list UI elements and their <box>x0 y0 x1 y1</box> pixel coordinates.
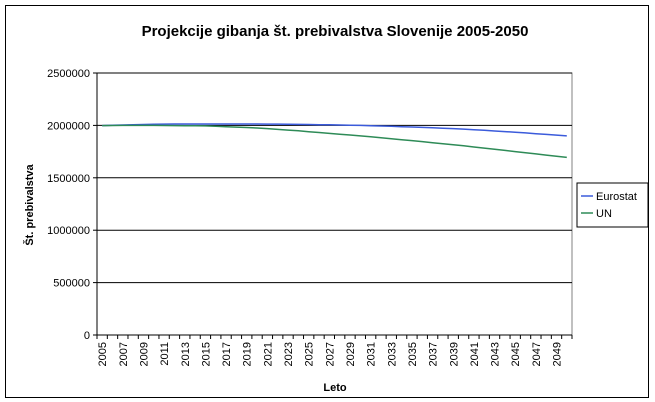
x-tick-label: 2033 <box>386 342 398 366</box>
x-tick-label: 2019 <box>242 342 254 366</box>
x-tick-label: 2029 <box>345 342 357 366</box>
x-tick-label: 2031 <box>366 342 378 366</box>
x-tick-label: 2007 <box>118 342 130 366</box>
y-tick-label: 1000000 <box>47 225 90 237</box>
x-tick-label: 2041 <box>469 342 481 366</box>
y-tick-label: 2500000 <box>47 68 90 80</box>
x-axis-title: Leto <box>323 382 347 394</box>
x-tick-label: 2025 <box>304 342 316 366</box>
legend-label: Eurostat <box>596 191 637 203</box>
y-tick-label: 2000000 <box>47 120 90 132</box>
x-tick-label: 2023 <box>283 342 295 366</box>
y-tick-label: 500000 <box>53 278 90 290</box>
x-tick-label: 2043 <box>490 342 502 366</box>
legend-label: UN <box>596 208 612 220</box>
series-line <box>102 123 567 137</box>
x-tick-label: 2037 <box>428 342 440 366</box>
x-tick-label: 2039 <box>448 342 460 366</box>
x-tick-label: 2047 <box>531 342 543 366</box>
x-tick-label: 2009 <box>138 342 150 366</box>
x-tick-label: 2045 <box>510 342 522 366</box>
x-tick-label: 2017 <box>221 342 233 366</box>
y-tick-label: 1500000 <box>47 173 90 185</box>
x-tick-label: 2035 <box>407 342 419 366</box>
y-tick-label: 0 <box>84 330 90 342</box>
plot-area <box>96 72 573 336</box>
x-tick-label: 2005 <box>97 342 109 366</box>
legend-box <box>576 182 649 228</box>
x-tick-label: 2021 <box>262 342 274 366</box>
x-tick-label: 2011 <box>159 342 171 366</box>
series-line <box>102 124 567 159</box>
x-tick-label: 2027 <box>324 342 336 366</box>
x-tick-label: 2013 <box>180 342 192 366</box>
x-tick-label: 2049 <box>552 342 564 366</box>
y-axis-title: Št. prebivalstva <box>23 163 36 245</box>
x-tick-label: 2015 <box>200 342 212 366</box>
chart-title: Projekcije gibanja št. prebivalstva Slov… <box>142 23 529 40</box>
